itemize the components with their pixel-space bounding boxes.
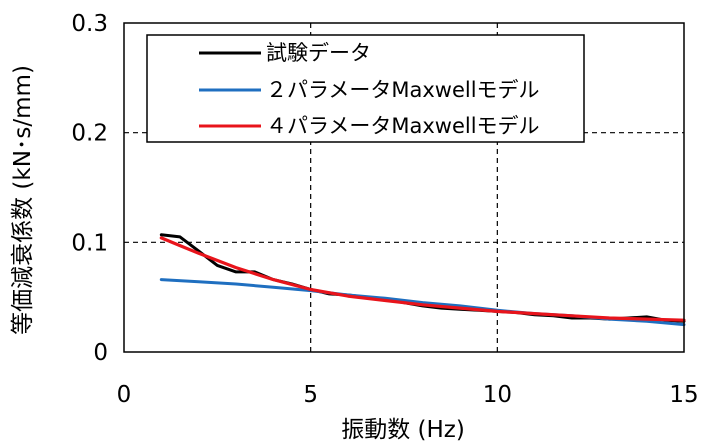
legend-label-test-data: 試験データ xyxy=(266,41,371,65)
x-tick-labels: 0 5 10 15 xyxy=(117,382,699,408)
series-layer xyxy=(159,233,686,327)
y-tick-label: 0.3 xyxy=(71,11,108,37)
x-tick-label: 5 xyxy=(303,382,318,408)
y-axis-title: 等価減衰係数 (kN･s/mm) xyxy=(10,65,36,335)
x-axis-title: 振動数 (Hz) xyxy=(341,417,465,443)
y-tick-label: 0.2 xyxy=(71,121,108,147)
x-tick-label: 10 xyxy=(483,382,512,408)
x-tick-label: 0 xyxy=(117,382,132,408)
legend: 試験データ ２パラメータMaxwellモデル ４パラメータMaxwellモデル xyxy=(146,34,585,143)
y-tick-label: 0 xyxy=(93,340,108,366)
x-tick-label: 15 xyxy=(669,382,698,408)
y-tick-labels: 0 0.1 0.2 0.3 xyxy=(71,11,108,366)
plot-frame xyxy=(123,22,685,353)
legend-label-4param-model: ４パラメータMaxwellモデル xyxy=(266,114,540,138)
series-line-test-data xyxy=(159,233,686,323)
legend-label-2param-model: ２パラメータMaxwellモデル xyxy=(266,78,540,102)
series-line-4param-model xyxy=(159,236,686,322)
y-tick-label: 0.1 xyxy=(71,230,108,256)
